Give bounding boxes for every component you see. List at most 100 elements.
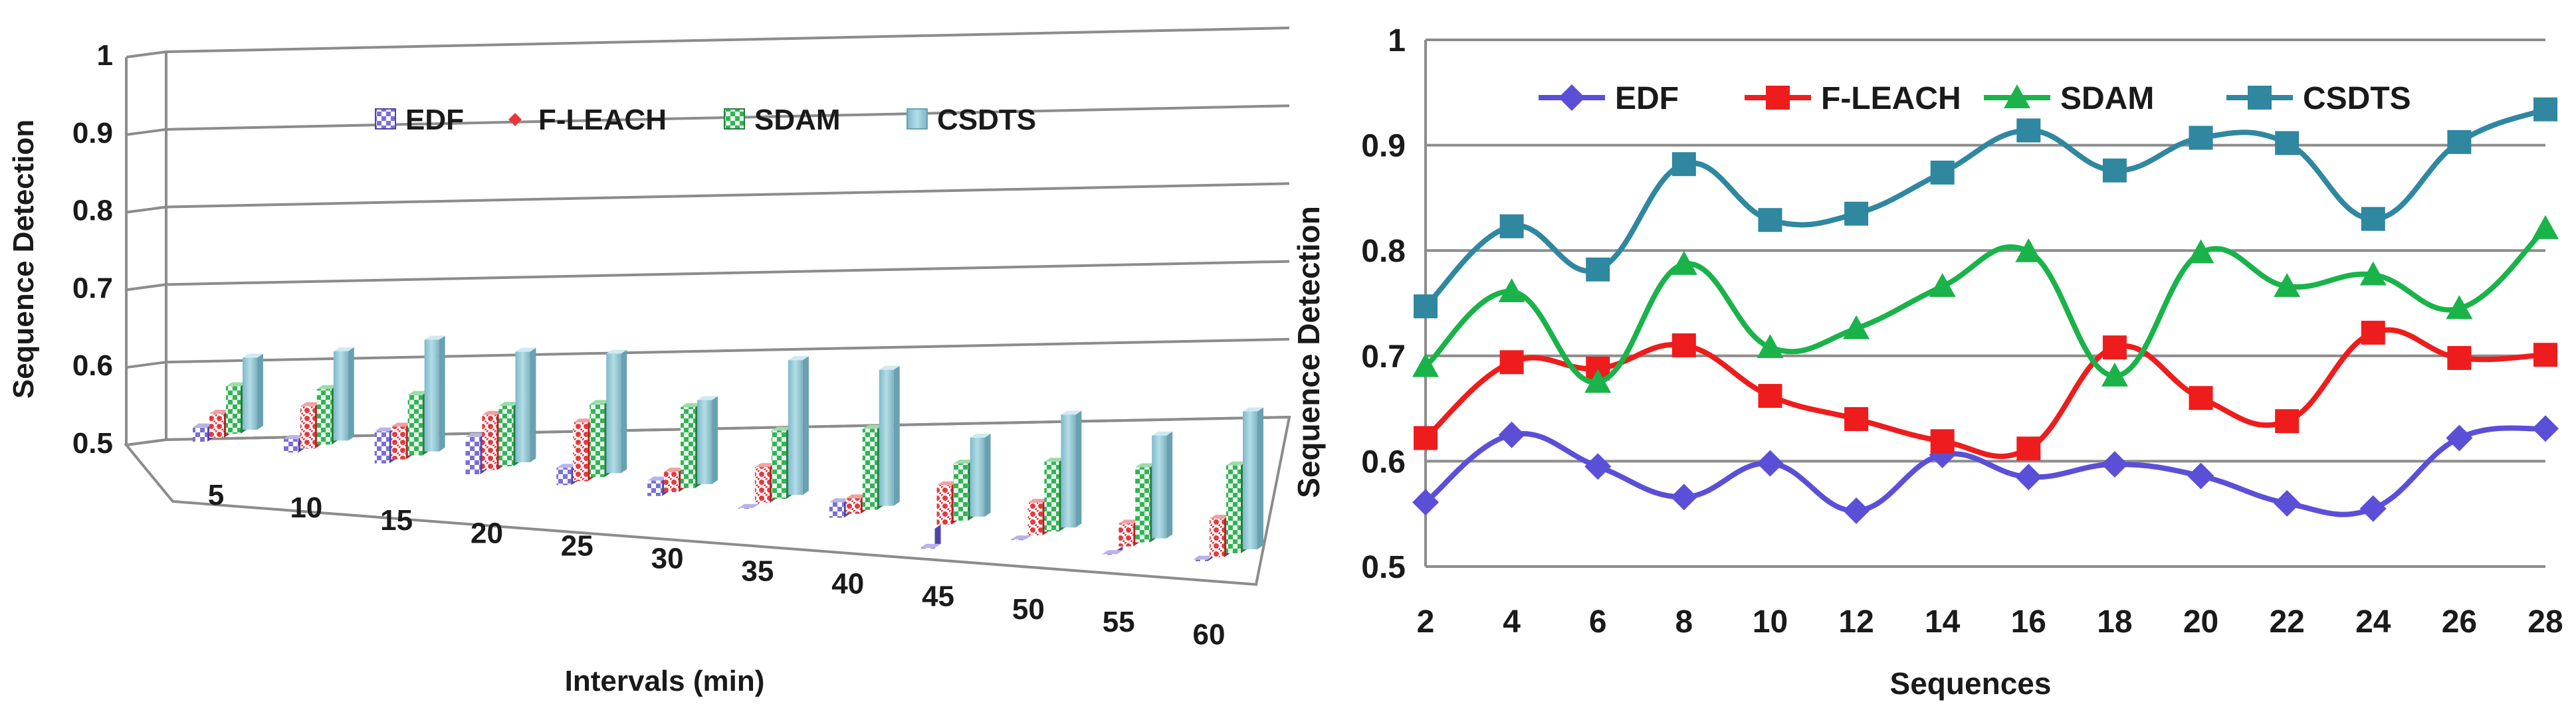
bar-edf-55	[1102, 554, 1117, 555]
line-point-csdts-22	[2275, 131, 2300, 155]
bar-top-csdts-25	[606, 349, 627, 354]
line-x-tick-label: 26	[2442, 604, 2477, 640]
line-point-csdts-18	[2102, 158, 2127, 183]
bar-csdts-60	[1243, 411, 1257, 549]
bar-top-f-leach-10	[300, 402, 321, 406]
bar-top-csdts-60	[1243, 407, 1263, 412]
bar-top-sdam-60	[1226, 461, 1247, 466]
line-legend-label: EDF	[1615, 81, 1679, 116]
bar-group-20	[465, 347, 536, 475]
line-f-leach	[1424, 327, 2546, 460]
bar-legend-swatch	[508, 113, 522, 126]
bar-sdam-30	[681, 407, 696, 488]
bar-chart-y-ticks: 0.5 0.6 0.7 0.8 0.9 1	[72, 39, 113, 460]
bar-legend-item-csdts: CSDTS	[907, 104, 1036, 136]
line-chart-series	[1412, 97, 2559, 524]
bar-sdam-50	[1044, 462, 1059, 532]
line-chart-x-ticks: 2 4 6 8 10 12 14 16 18 20 22 24 26 28	[1417, 604, 2563, 640]
line-point-edf-24	[2359, 495, 2387, 522]
line-legend-item-csdts: CSDTS	[2226, 81, 2411, 116]
line-point-sdam-22	[2274, 273, 2301, 298]
line-point-f-leach-18	[2102, 335, 2127, 360]
line-chart-x-label: Sequences	[1890, 666, 2052, 701]
bar-top-sdam-5	[226, 382, 247, 387]
bar-top-f-leach-60	[1210, 515, 1230, 519]
bar-csdts-20	[515, 351, 530, 463]
line-legend-label: CSDTS	[2303, 81, 2411, 116]
bar-csdts-5	[243, 357, 257, 430]
bar-edf-60	[1193, 559, 1208, 561]
bar-edf-25	[556, 468, 572, 486]
line-legend-label: F-LEACH	[1821, 81, 1961, 116]
line-point-sdam-18	[2101, 362, 2128, 387]
bar-gridline	[165, 27, 1290, 53]
bar-y-tick-label: 0.5	[72, 427, 113, 460]
bar-y-tick-label: 0.9	[72, 117, 113, 149]
line-point-edf-22	[2274, 489, 2301, 517]
bar-f-leach-60	[1210, 519, 1224, 557]
line-point-csdts-2	[1414, 294, 1438, 319]
bar-top-csdts-35	[788, 356, 809, 361]
line-point-edf-20	[2187, 462, 2214, 489]
bar-chart-y-label: Sequence Detection	[7, 120, 40, 399]
bar-top-f-leach-45	[936, 481, 958, 486]
bar-top-csdts-40	[879, 365, 900, 370]
line-point-edf-4	[1498, 421, 1525, 448]
bar-back-wall	[166, 28, 1289, 440]
bar-y-tick-label: 0.7	[72, 272, 113, 304]
bar-top-edf-60	[1193, 555, 1214, 560]
bar-legend-label: SDAM	[754, 104, 841, 136]
bar-chart: 0.5 0.6 0.7 0.8 0.9 1 5 10 15 20 25 30 35 40 45 50 55 60…	[7, 27, 1291, 697]
bar-edf-30	[647, 480, 663, 496]
line-point-sdam-24	[2359, 261, 2387, 286]
bar-legend-item-edf: EDF	[375, 104, 464, 136]
bar-sdam-35	[771, 430, 786, 499]
line-y-tick-label: 0.7	[1361, 339, 1406, 375]
bar-f-leach-20	[482, 414, 497, 471]
bar-top-edf-50	[1011, 535, 1032, 540]
bar-side-csdts-45	[984, 434, 991, 517]
bar-top-csdts-30	[697, 396, 718, 400]
bar-sdam-15	[407, 395, 423, 456]
line-series-csdts	[1414, 97, 2557, 319]
line-point-sdam-14	[1929, 273, 1956, 298]
bar-x-tick-label: 15	[380, 504, 413, 537]
bar-sdam-60	[1226, 465, 1241, 553]
line-point-edf-28	[2532, 415, 2559, 442]
line-legend-item-f-leach: F-LEACH	[1745, 81, 1961, 116]
bar-group-45	[920, 434, 991, 549]
bar-top-edf-20	[465, 432, 486, 437]
bar-group-35	[738, 356, 809, 509]
line-series-edf	[1412, 415, 2559, 524]
bar-legend-label: CSDTS	[937, 104, 1036, 136]
bar-x-tick-label: 35	[741, 555, 774, 588]
line-point-f-leach-22	[2275, 409, 2300, 434]
bar-side-csdts-30	[712, 396, 718, 484]
bar-top-f-leach-35	[754, 463, 776, 468]
bar-top-sdam-10	[316, 385, 338, 389]
bar-top-f-leach-15	[391, 422, 412, 427]
line-point-f-leach-12	[1844, 406, 1869, 431]
line-point-sdam-6	[1584, 369, 1612, 393]
line-point-csdts-10	[1758, 208, 1782, 232]
line-x-tick-label: 24	[2355, 604, 2391, 640]
bar-side-csdts-5	[257, 353, 263, 430]
bar-top-edf-25	[556, 464, 578, 468]
line-point-f-leach-4	[1499, 350, 1524, 375]
line-point-csdts-24	[2361, 207, 2385, 231]
bar-gridline	[165, 182, 1290, 209]
line-point-sdam-2	[1412, 353, 1439, 377]
line-point-sdam-28	[2532, 215, 2559, 239]
bar-top-f-leach-30	[664, 468, 685, 472]
line-point-csdts-12	[1844, 201, 1869, 226]
bar-f-leach-10	[300, 406, 315, 449]
bar-legend-swatch	[375, 108, 396, 130]
bar-csdts-50	[1061, 414, 1076, 528]
line-chart-y-label: Sequence Detection	[1291, 206, 1326, 498]
line-point-edf-12	[1843, 497, 1870, 524]
bar-gridline-side	[126, 361, 167, 369]
bar-side-csdts-15	[439, 335, 445, 452]
line-point-csdts-8	[1671, 152, 1696, 177]
line-x-tick-label: 18	[2097, 604, 2132, 640]
